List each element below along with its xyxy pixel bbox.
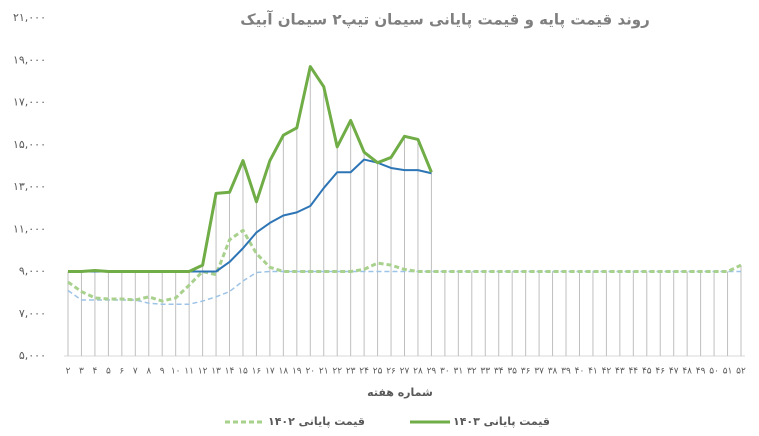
x-tick-label: ۱۳ xyxy=(211,367,221,377)
y-tick-label: ۲۱,۰۰۰ xyxy=(13,11,46,24)
series-line xyxy=(67,228,742,303)
x-tick-label: ۲۳ xyxy=(346,367,356,377)
x-tick-label: ۳۹ xyxy=(561,367,571,377)
x-tick-label: ۱۰ xyxy=(171,367,181,377)
x-tick-label: ۲۲ xyxy=(332,367,342,377)
x-tick-label: ۴۵ xyxy=(642,367,652,377)
x-tick-label: ۵۲ xyxy=(736,367,746,377)
x-tick-label: ۲۶ xyxy=(386,367,396,377)
x-tick-label: ۴۸ xyxy=(682,367,692,377)
x-tick-label: ۳۳ xyxy=(480,367,490,377)
x-tick-label: ۱۲ xyxy=(198,367,208,377)
x-tick-label: ۹ xyxy=(160,367,165,377)
x-tick-label: ۵۰ xyxy=(709,367,719,377)
x-tick-label: ۲ xyxy=(66,367,71,377)
series-line xyxy=(68,158,432,273)
x-tick-label: ۴۹ xyxy=(696,367,706,377)
x-tick-label: ۲۴ xyxy=(359,367,369,377)
x-tick-label: ۱۸ xyxy=(279,367,289,377)
x-tick-label: ۱۶ xyxy=(252,367,262,377)
legend-label: قیمت پایانی ۱۴۰۳ xyxy=(453,415,550,428)
x-tick-label: ۳۱ xyxy=(454,367,464,377)
x-tick-label: ۱۵ xyxy=(238,367,248,377)
x-tick-label: ۳۶ xyxy=(521,367,531,377)
x-tick-label: ۳۷ xyxy=(534,367,544,377)
x-tick-label: ۴۲ xyxy=(602,367,612,377)
x-tick-label: ۶ xyxy=(119,367,124,377)
x-tick-label: ۴۱ xyxy=(588,367,598,377)
x-tick-label: ۷ xyxy=(133,367,138,377)
x-tick-label: ۳ xyxy=(79,367,84,377)
y-tick-label: ۷,۰۰۰ xyxy=(19,307,46,320)
x-tick-label: ۳۰ xyxy=(440,367,450,377)
x-tick-label: ۲۱ xyxy=(319,367,329,377)
y-tick-label: ۹,۰۰۰ xyxy=(19,265,46,278)
legend-label: قیمت پایانی ۱۴۰۲ xyxy=(268,415,365,428)
x-tick-label: ۱۷ xyxy=(265,367,275,377)
y-tick-label: ۵,۰۰۰ xyxy=(19,349,46,362)
x-tick-label: ۴ xyxy=(92,367,97,377)
chart-title: روند قیمت پایه و قیمت پایانی سیمان تیپ۲ … xyxy=(240,11,649,30)
x-tick-label: ۱۴ xyxy=(225,367,235,377)
x-tick-label: ۸ xyxy=(146,367,151,377)
x-tick-label: ۲۰ xyxy=(305,367,315,377)
x-tick-label: ۲۷ xyxy=(400,367,410,377)
series-line xyxy=(68,65,433,273)
x-tick-label: ۲۹ xyxy=(427,367,437,377)
x-axis-label: شماره هفته xyxy=(367,386,433,399)
y-tick-label: ۱۵,۰۰۰ xyxy=(13,138,46,151)
x-tick-label: ۴۳ xyxy=(615,367,625,377)
x-tick-label: ۳۴ xyxy=(494,367,504,377)
x-tick-label: ۴۴ xyxy=(628,367,638,377)
x-tick-label: ۳۲ xyxy=(467,367,477,377)
x-tick-label: ۳۵ xyxy=(507,367,517,377)
x-tick-label: ۲۵ xyxy=(373,367,383,377)
y-tick-label: ۱۹,۰۰۰ xyxy=(13,53,46,66)
y-tick-label: ۱۳,۰۰۰ xyxy=(13,180,46,193)
x-tick-label: ۴۷ xyxy=(669,367,679,377)
x-tick-label: ۱۹ xyxy=(292,367,302,377)
y-tick-label: ۱۱,۰۰۰ xyxy=(13,222,46,235)
y-tick-label: ۱۷,۰۰۰ xyxy=(13,96,46,109)
x-tick-label: ۳۸ xyxy=(548,367,558,377)
x-tick-label: ۵ xyxy=(106,367,111,377)
x-tick-label: ۴۰ xyxy=(575,367,585,377)
x-tick-label: ۴۶ xyxy=(655,367,665,377)
x-tick-label: ۱۱ xyxy=(184,367,194,377)
x-tick-label: ۲۸ xyxy=(413,367,423,377)
x-tick-label: ۵۱ xyxy=(723,367,733,377)
